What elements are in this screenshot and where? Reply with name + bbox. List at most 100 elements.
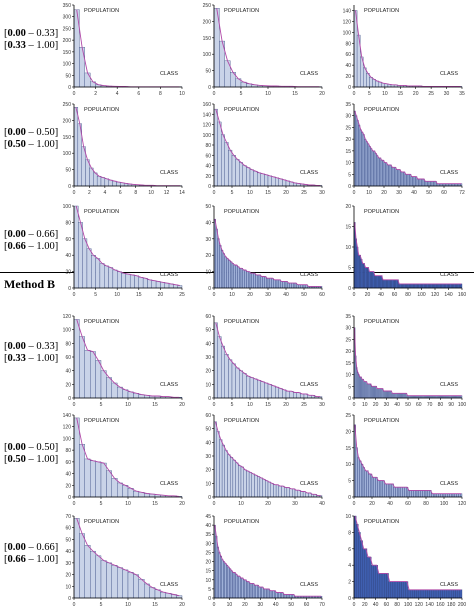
x-tick-label: 50 (405, 402, 411, 408)
bar (242, 578, 244, 598)
row-label-bold: 0.66 (8, 241, 26, 252)
row-label-bold: 0.33 (8, 40, 26, 51)
y-tick-label: 20 (65, 382, 71, 388)
bar (444, 284, 445, 288)
bar (376, 81, 379, 87)
bar (447, 284, 448, 288)
y-tick-label: 40 (345, 63, 351, 69)
bar (404, 284, 405, 288)
y-tick-label: 0 (68, 596, 71, 602)
bar (96, 258, 100, 288)
bar (239, 162, 243, 186)
bar (90, 551, 95, 598)
y-tick-label: 60 (65, 460, 71, 466)
bar (218, 122, 222, 186)
bar (243, 166, 247, 187)
x-tick-label: 120 (415, 602, 424, 608)
bar (85, 459, 90, 497)
bar (410, 174, 412, 186)
bar (424, 490, 426, 497)
bar (245, 580, 247, 598)
x-tick-label: 80 (438, 402, 444, 408)
bar (434, 284, 435, 288)
bar (396, 170, 398, 186)
bar (232, 155, 236, 186)
bar (260, 478, 263, 497)
bar (214, 323, 218, 398)
bar (357, 120, 359, 186)
bar (423, 284, 424, 288)
bar (420, 284, 421, 288)
bar (253, 583, 255, 598)
bar (275, 280, 277, 288)
bar (123, 485, 128, 497)
bar (422, 284, 423, 288)
bar (239, 576, 241, 598)
bar (402, 582, 404, 598)
row-label-a-2: [0.00 – 0.50] [0.50 – 1.00] (4, 127, 58, 151)
bar (265, 589, 267, 598)
bar (254, 585, 256, 598)
bar (419, 590, 421, 598)
bar (460, 494, 462, 497)
x-tick-label: 6 (137, 91, 140, 97)
x-tick-label: 30 (265, 292, 271, 298)
x-tick-label: 20 (265, 501, 271, 507)
bar (156, 281, 160, 288)
bar (426, 490, 428, 497)
bar (430, 590, 432, 598)
bar (401, 284, 402, 288)
x-tick-label: 25 (301, 190, 307, 196)
x-tick-label: 15 (265, 190, 271, 196)
row-label-b-2: [0.00 – 0.50] [0.50 – 1.00] (4, 442, 58, 466)
bar (246, 471, 249, 497)
x-tick-label: 15 (292, 91, 298, 97)
bar (230, 457, 233, 497)
bar (385, 484, 387, 497)
bar (228, 360, 232, 398)
bar (74, 107, 78, 186)
y-tick-label: 60 (205, 413, 211, 419)
x-tick-label: 20 (179, 501, 185, 507)
x-tick-label: 20 (319, 91, 325, 97)
bar (458, 590, 460, 598)
bar (381, 160, 383, 186)
bar (257, 173, 261, 186)
bar (252, 474, 255, 497)
y-tick-label: 8 (348, 530, 351, 536)
bar (359, 255, 360, 288)
bar (238, 466, 241, 497)
x-tick-label: 15 (136, 292, 142, 298)
y-tick-label: 0 (208, 596, 211, 602)
bar (272, 278, 274, 288)
bar (219, 440, 222, 497)
bar (290, 391, 294, 398)
class-label: CLASS (300, 71, 318, 77)
bar (287, 594, 289, 598)
bar (91, 255, 95, 288)
bar (422, 490, 424, 497)
row-label-bold: 0.00 (8, 28, 26, 39)
bar (246, 582, 248, 598)
bar (241, 268, 243, 288)
bar (302, 285, 304, 288)
bar (160, 592, 165, 598)
bar (217, 431, 220, 497)
bar (410, 490, 412, 497)
bar (384, 163, 386, 186)
x-tick-label: 20 (362, 602, 368, 608)
bar (232, 364, 236, 398)
bar (292, 489, 295, 497)
x-tick-label: 80 (423, 501, 429, 507)
bar (85, 73, 90, 87)
y-tick-label: 100 (343, 30, 352, 36)
y-tick-label: 200 (63, 38, 72, 44)
bar (273, 485, 276, 497)
bar (397, 487, 399, 497)
bar (423, 590, 425, 598)
bar (356, 448, 358, 497)
